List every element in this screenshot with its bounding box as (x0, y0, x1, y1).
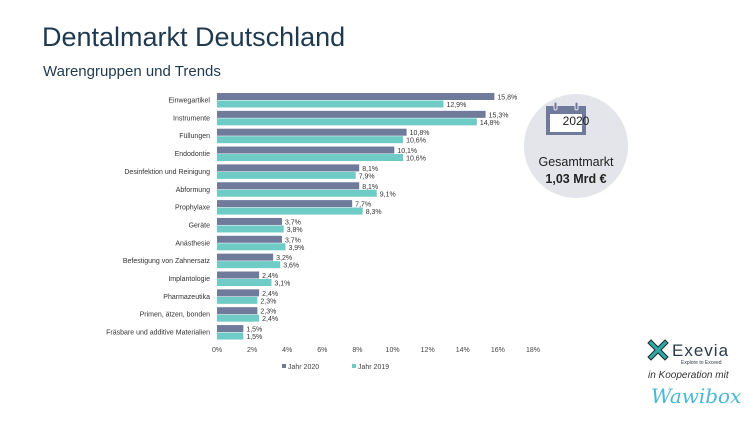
data-label: 3,7% (285, 219, 301, 226)
legend-label: Jahr 2019 (358, 364, 389, 371)
data-label: 7,7% (355, 202, 371, 209)
x-tick-label: 6% (317, 347, 327, 354)
bar-2020 (217, 289, 260, 297)
bar-2019 (217, 296, 258, 304)
bar-2020 (217, 200, 353, 208)
data-label: 2,4% (262, 316, 278, 323)
bar-2019 (217, 261, 281, 269)
exevia-logo-icon (647, 339, 669, 361)
page-title: Dentalmarkt Deutschland (42, 22, 346, 52)
category-label: Instrumente (173, 115, 210, 122)
bar-2019 (217, 100, 444, 108)
badge-year: 2020 (562, 114, 590, 128)
badge-value: 1,03 Mrd € (545, 172, 607, 186)
bar-2020 (217, 217, 282, 225)
x-tick-label: 4% (282, 347, 292, 354)
data-label: 15,3% (489, 112, 509, 119)
category-label: Pharmazeutika (163, 294, 210, 301)
category-label: Anästhesie (175, 240, 210, 247)
bar-2020 (217, 253, 274, 261)
x-tick-label: 10% (386, 347, 400, 354)
category-label: Primen, ätzen, bonden (140, 312, 211, 319)
data-label: 3,9% (288, 245, 304, 252)
data-label: 3,7% (285, 237, 301, 244)
bar-2020 (217, 307, 258, 315)
data-label: 14,8% (480, 120, 500, 127)
legend-swatch (282, 364, 286, 368)
bar-2019 (217, 171, 356, 179)
data-label: 2,3% (260, 309, 276, 316)
x-tick-label: 16% (491, 347, 505, 354)
data-label: 8,3% (366, 209, 382, 216)
bar-2020 (217, 128, 407, 136)
bar-2019 (217, 118, 477, 126)
category-label: Befestigung von Zahnersatz (123, 258, 211, 265)
data-label: 10,6% (406, 138, 426, 145)
badge-label: Gesamtmarkt (538, 155, 614, 169)
category-label: Desinfektion und Reinigung (124, 169, 210, 176)
legend-swatch (352, 364, 356, 368)
data-label: 7,9% (359, 173, 375, 180)
data-label: 3,1% (274, 281, 290, 288)
bar-2019 (217, 207, 363, 215)
bar-2020 (217, 164, 360, 172)
bar-2019 (217, 136, 404, 144)
legend-label: Jahr 2020 (288, 364, 319, 371)
x-tick-label: 0% (212, 347, 222, 354)
bar-2019 (217, 314, 260, 322)
category-label: Fräsbare und additive Materialien (106, 330, 210, 337)
bar-2019 (217, 225, 284, 233)
total-market-badge: 2020 Gesamtmarkt 1,03 Mrd € (524, 94, 628, 198)
data-label: 10,6% (406, 156, 426, 163)
brand-name: Exevia (672, 341, 730, 360)
bar-2019 (217, 154, 404, 162)
data-label: 8,1% (362, 166, 378, 173)
bar-2020 (217, 182, 360, 190)
bar-2019 (217, 243, 286, 251)
x-tick-label: 14% (456, 347, 470, 354)
category-label: Implantologie (168, 276, 210, 283)
x-tick-label: 18% (526, 347, 540, 354)
bar-2020 (217, 146, 395, 154)
data-label: 12,9% (446, 102, 466, 109)
partner-logo: Wawibox (651, 384, 742, 408)
data-label: 2,4% (262, 273, 278, 280)
page-subtitle: Warengruppen und Trends (43, 63, 221, 80)
bar-2019 (217, 189, 377, 197)
brand-tagline: Explore to Exceed (681, 360, 722, 366)
bar-2020 (217, 271, 260, 279)
data-label: 3,6% (283, 263, 299, 270)
data-label: 2,3% (260, 298, 276, 305)
data-label: 9,1% (380, 191, 396, 198)
category-label: Abformung (176, 187, 210, 194)
cooperation-text: in Kooperation mit (648, 370, 729, 381)
bar-2020 (217, 93, 495, 100)
x-tick-label: 2% (247, 347, 257, 354)
data-label: 10,8% (410, 130, 430, 137)
category-label: Füllungen (179, 133, 210, 140)
data-label: 10,1% (397, 148, 417, 155)
data-label: 8,1% (362, 184, 378, 191)
category-label: Einwegartikel (168, 98, 210, 105)
bar-2019 (217, 332, 244, 340)
data-label: 15,8% (497, 95, 517, 102)
calendar-icon (546, 102, 586, 135)
category-label: Endodontie (175, 151, 211, 158)
data-label: 1,5% (246, 334, 262, 341)
bar-2020 (217, 325, 244, 333)
data-label: 2,4% (262, 291, 278, 298)
data-label: 1,5% (246, 327, 262, 334)
bar-2020 (217, 110, 486, 118)
category-label: Prophylaxe (175, 205, 210, 212)
data-label: 3,8% (287, 227, 303, 234)
bar-2019 (217, 279, 272, 286)
data-label: 3,2% (276, 255, 292, 262)
x-tick-label: 12% (421, 347, 435, 354)
bar-2020 (217, 235, 282, 243)
category-label: Geräte (189, 222, 211, 229)
x-tick-label: 8% (352, 347, 362, 354)
